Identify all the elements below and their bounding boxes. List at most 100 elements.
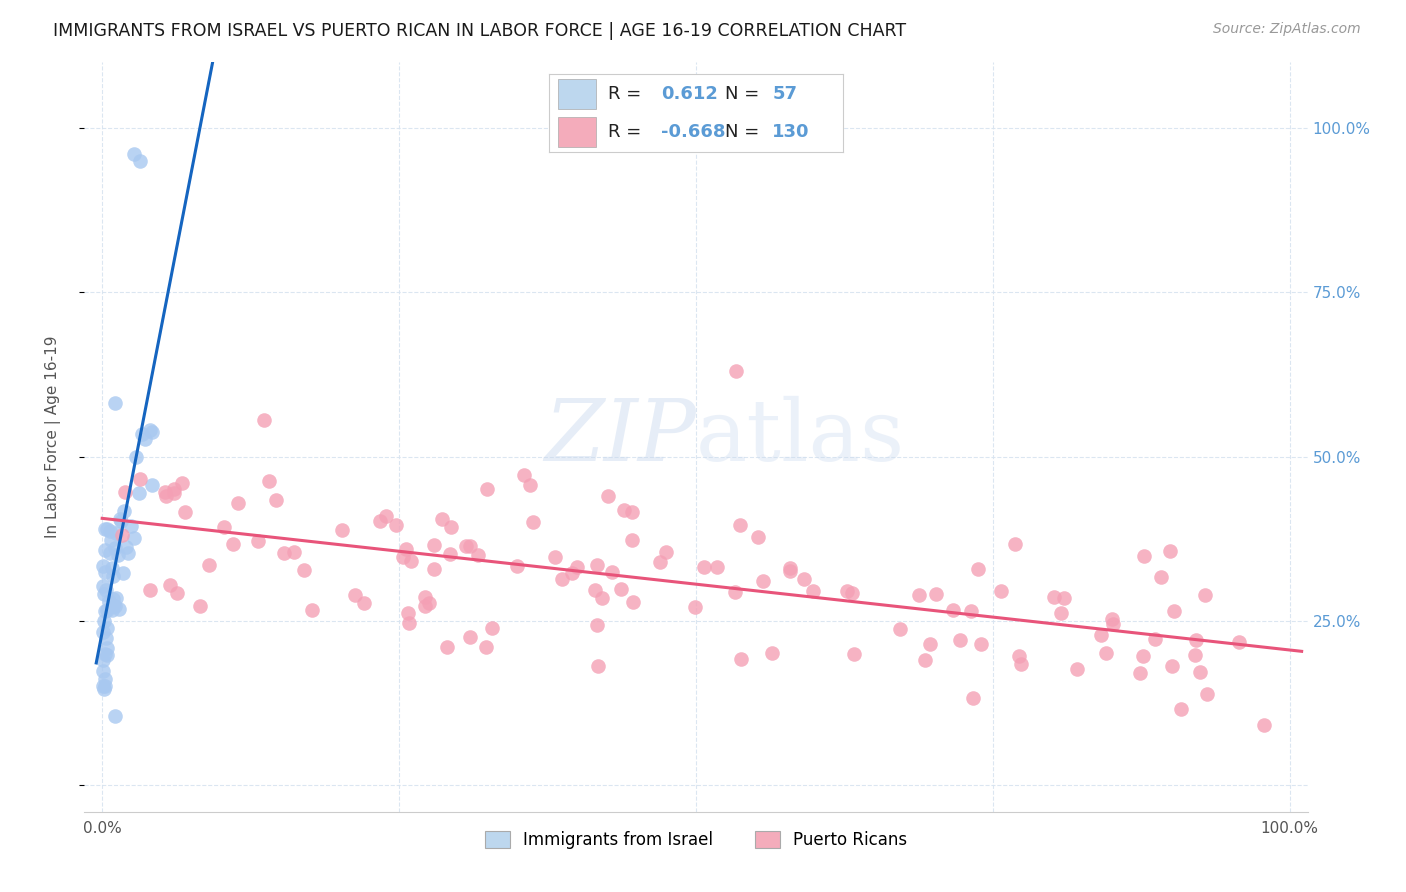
Point: [93, 614, 115, 628]
Point: [693, 560, 716, 574]
Point: [131, 427, 153, 442]
Point: [104, 396, 127, 410]
Point: [1195, 687, 1218, 701]
Point: [779, 560, 801, 574]
Legend: Immigrants from Israel, Puerto Ricans: Immigrants from Israel, Puerto Ricans: [478, 824, 914, 855]
Point: [104, 709, 127, 723]
Point: [111, 528, 134, 542]
Point: [141, 478, 163, 492]
Point: [519, 478, 541, 492]
Text: Source: ZipAtlas.com: Source: ZipAtlas.com: [1213, 22, 1361, 37]
Point: [94, 565, 117, 579]
Point: [174, 505, 197, 519]
Point: [1090, 628, 1112, 642]
Point: [401, 554, 423, 568]
Point: [1161, 659, 1184, 673]
Point: [134, 432, 156, 446]
Point: [253, 413, 276, 427]
Point: [96, 622, 118, 636]
Point: [96, 641, 118, 656]
Point: [125, 450, 148, 464]
Point: [128, 485, 150, 500]
Point: [1042, 590, 1064, 604]
Point: [155, 485, 177, 500]
Point: [107, 602, 129, 616]
Point: [413, 591, 436, 605]
Point: [728, 518, 751, 533]
Point: [117, 546, 139, 560]
Y-axis label: In Labor Force | Age 16-19: In Labor Force | Age 16-19: [45, 335, 60, 539]
Point: [122, 531, 145, 545]
Point: [247, 533, 270, 548]
Point: [120, 519, 142, 533]
Point: [1170, 701, 1192, 715]
Point: [837, 584, 859, 599]
Point: [914, 653, 936, 667]
Point: [1185, 633, 1208, 648]
Point: [141, 425, 163, 440]
Point: [942, 603, 965, 617]
Text: atlas: atlas: [696, 395, 905, 479]
Point: [586, 558, 609, 572]
Point: [1101, 616, 1123, 631]
Point: [1095, 647, 1118, 661]
Point: [522, 515, 544, 529]
Point: [586, 617, 609, 632]
Point: [706, 560, 728, 574]
Point: [114, 484, 136, 499]
Point: [93, 681, 115, 696]
Point: [396, 607, 419, 621]
Point: [1129, 666, 1152, 681]
Point: [107, 548, 129, 562]
Point: [841, 585, 863, 599]
Point: [101, 561, 124, 575]
Point: [139, 423, 162, 437]
Point: [155, 489, 177, 503]
Point: [1008, 648, 1031, 663]
Point: [779, 564, 801, 578]
Point: [395, 541, 418, 556]
Point: [112, 566, 135, 581]
Point: [344, 589, 367, 603]
Point: [600, 565, 623, 579]
Point: [1194, 588, 1216, 602]
Point: [474, 640, 496, 654]
Point: [413, 599, 436, 614]
Point: [97, 593, 120, 607]
Point: [544, 550, 567, 565]
Point: [166, 586, 188, 600]
Point: [513, 468, 536, 483]
Point: [96, 522, 118, 536]
Point: [93, 648, 115, 662]
Point: [1229, 635, 1251, 649]
Point: [551, 572, 574, 586]
Point: [724, 364, 747, 378]
Point: [793, 572, 815, 586]
Point: [747, 530, 769, 544]
Point: [481, 621, 503, 635]
Point: [375, 509, 398, 524]
Point: [330, 523, 353, 537]
Point: [93, 679, 115, 693]
Point: [94, 604, 117, 618]
Point: [583, 583, 606, 598]
Point: [610, 582, 633, 597]
Point: [1010, 657, 1032, 672]
Point: [440, 519, 463, 533]
Point: [723, 585, 745, 599]
Point: [98, 524, 121, 538]
Text: IMMIGRANTS FROM ISRAEL VS PUERTO RICAN IN LABOR FORCE | AGE 16-19 CORRELATION CH: IMMIGRANTS FROM ISRAEL VS PUERTO RICAN I…: [53, 22, 907, 40]
Point: [108, 512, 131, 526]
Point: [198, 558, 221, 572]
Point: [1004, 537, 1026, 551]
Point: [1053, 591, 1076, 605]
Point: [598, 489, 620, 503]
Point: [94, 679, 117, 693]
Point: [214, 520, 236, 534]
Point: [422, 538, 444, 552]
Point: [101, 602, 124, 616]
Point: [101, 569, 124, 583]
Point: [122, 147, 145, 161]
Point: [93, 664, 115, 678]
Point: [93, 672, 115, 686]
